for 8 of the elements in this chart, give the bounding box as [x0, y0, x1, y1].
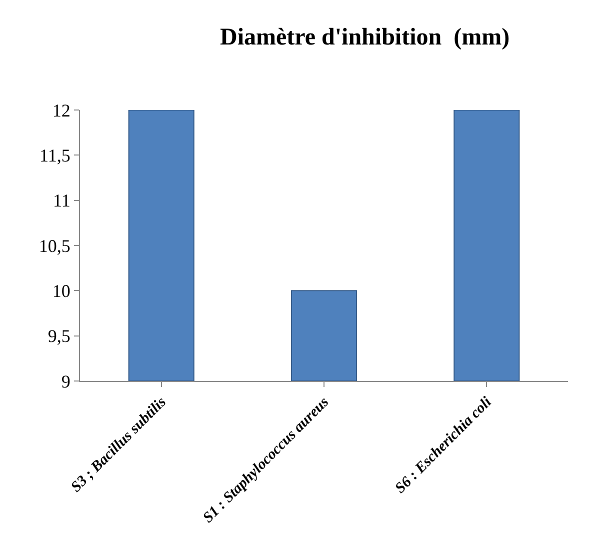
chart-title: Diamètre d'inhibition (mm): [220, 24, 510, 50]
y-tick-label: 11,5: [40, 145, 70, 166]
y-tick-label: 12: [52, 100, 70, 120]
y-tick-label: 11: [53, 190, 70, 211]
y-tick-label: 9: [61, 371, 70, 392]
y-tick-label: 10,5: [38, 236, 70, 256]
y-tick-label: 9,5: [48, 326, 70, 346]
y-tick-label: 10: [52, 280, 70, 301]
